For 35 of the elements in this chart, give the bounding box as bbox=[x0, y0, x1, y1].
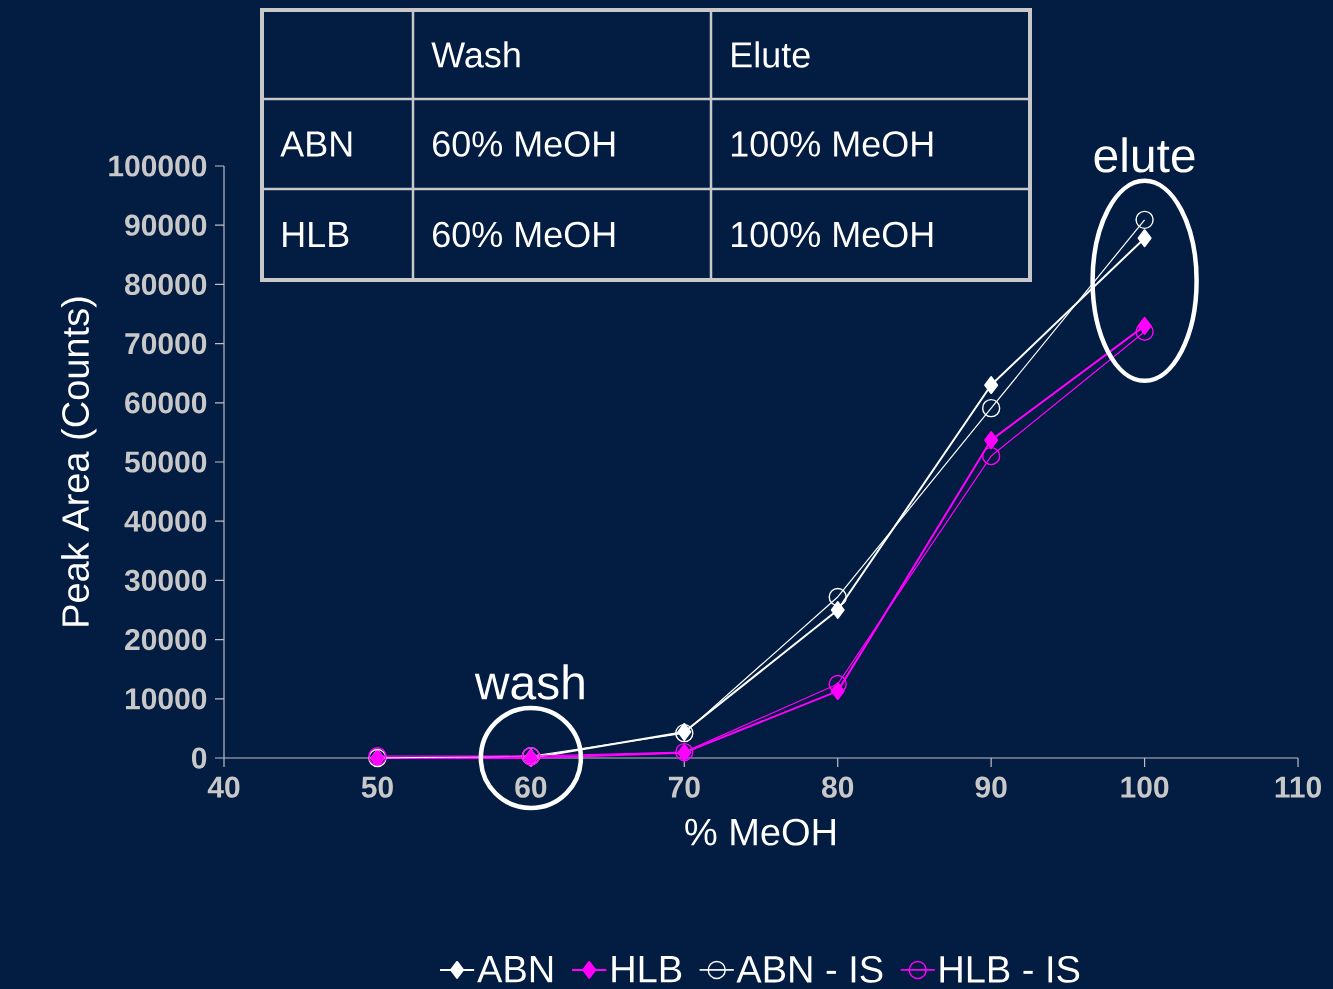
y-tick-label: 80000 bbox=[125, 273, 207, 296]
text: 100% MeOH bbox=[731, 131, 933, 157]
y-tick-label: 70000 bbox=[125, 332, 207, 355]
legend-label: HLB - IS bbox=[940, 955, 1080, 983]
annotation: wash bbox=[474, 664, 584, 700]
x-tick-label: 70 bbox=[668, 776, 700, 798]
text: Elute bbox=[732, 41, 810, 68]
y-tick-label: 100000 bbox=[109, 155, 207, 177]
y-tick-label: 50000 bbox=[124, 451, 207, 473]
x-tick-label: 50 bbox=[361, 776, 393, 798]
y-tick-label: 90000 bbox=[125, 214, 207, 236]
x-tick-label: 80 bbox=[822, 776, 854, 798]
legend-label: ABN bbox=[477, 956, 553, 983]
annotation: 100% MeOH bbox=[731, 221, 933, 248]
legend-label: HLB bbox=[612, 956, 682, 983]
annotation: 60% MeOH bbox=[433, 221, 615, 248]
x-tick-label: 90 bbox=[975, 776, 1007, 798]
text: ABN bbox=[280, 131, 352, 157]
annotation: elute bbox=[1094, 137, 1195, 173]
y-tick-label: 40000 bbox=[124, 510, 207, 532]
y-tick-label: 60000 bbox=[125, 392, 207, 414]
y-tick-label: 20000 bbox=[125, 628, 207, 651]
text: Wash bbox=[431, 41, 520, 68]
annotation: HLB bbox=[283, 222, 349, 247]
text: 60% MeOH bbox=[433, 131, 615, 157]
x-axis-title: % MeOH bbox=[685, 818, 835, 846]
y-tick-label: 10000 bbox=[125, 688, 207, 710]
y-tick-label: 30000 bbox=[124, 569, 207, 592]
legend-label: ABN - IS bbox=[736, 955, 883, 983]
y-tick-label: 0 bbox=[191, 747, 207, 769]
x-tick-label: 100 bbox=[1121, 776, 1169, 798]
x-tick-label: 110 bbox=[1275, 776, 1321, 798]
x-tick-label: 40 bbox=[207, 776, 240, 798]
y-axis-title: Peak Area (Counts) bbox=[61, 297, 97, 626]
x-tick-label: 60 bbox=[515, 776, 547, 798]
